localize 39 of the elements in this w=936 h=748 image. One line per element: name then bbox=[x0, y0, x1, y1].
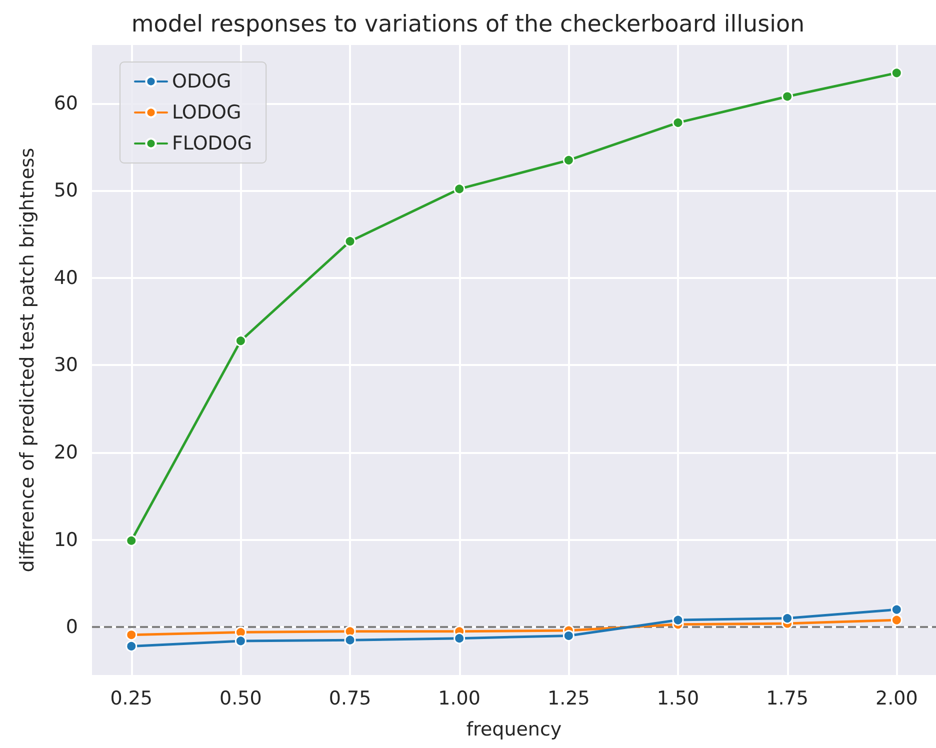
y-tick-label: 0 bbox=[66, 616, 78, 638]
point bbox=[672, 614, 684, 626]
point bbox=[890, 67, 902, 79]
point bbox=[890, 604, 902, 616]
point bbox=[562, 630, 574, 642]
point bbox=[126, 534, 138, 546]
y-tick-label: 50 bbox=[54, 180, 78, 202]
legend-label: FLODOG bbox=[172, 132, 252, 154]
point bbox=[126, 640, 138, 652]
chart-title: model responses to variations of the checkerboard illusion bbox=[131, 12, 805, 38]
x-tick-label: 0.50 bbox=[220, 688, 262, 710]
x-tick-label: 2.00 bbox=[875, 688, 918, 710]
x-tick-label: 0.25 bbox=[110, 688, 153, 710]
point bbox=[890, 614, 902, 626]
y-tick-label: 60 bbox=[54, 92, 78, 114]
point bbox=[234, 335, 246, 347]
y-tick-label: 20 bbox=[54, 441, 78, 464]
y-tick-label: 30 bbox=[54, 354, 78, 376]
point bbox=[562, 154, 574, 166]
legend-label: LODOG bbox=[172, 102, 242, 124]
y-tick-label: 40 bbox=[54, 266, 78, 289]
legend-label: ODOG bbox=[172, 70, 232, 92]
point bbox=[782, 90, 794, 102]
x-tick-label: 0.75 bbox=[328, 688, 372, 710]
x-axis-title: frequency bbox=[466, 718, 562, 740]
x-tick-label: 1.50 bbox=[656, 688, 700, 710]
point bbox=[344, 236, 356, 248]
point bbox=[454, 183, 466, 195]
x-tick-label: 1.25 bbox=[548, 688, 590, 710]
point bbox=[454, 632, 466, 644]
point bbox=[672, 116, 684, 128]
point bbox=[234, 635, 246, 647]
y-tick-label: 10 bbox=[54, 528, 78, 551]
point bbox=[126, 629, 138, 641]
x-tick-label: 1.00 bbox=[438, 688, 480, 710]
point bbox=[782, 612, 794, 624]
y-axis-title: difference of predicted test patch brightness bbox=[16, 148, 38, 572]
x-tick-label: 1.75 bbox=[766, 688, 808, 710]
point bbox=[344, 634, 356, 646]
